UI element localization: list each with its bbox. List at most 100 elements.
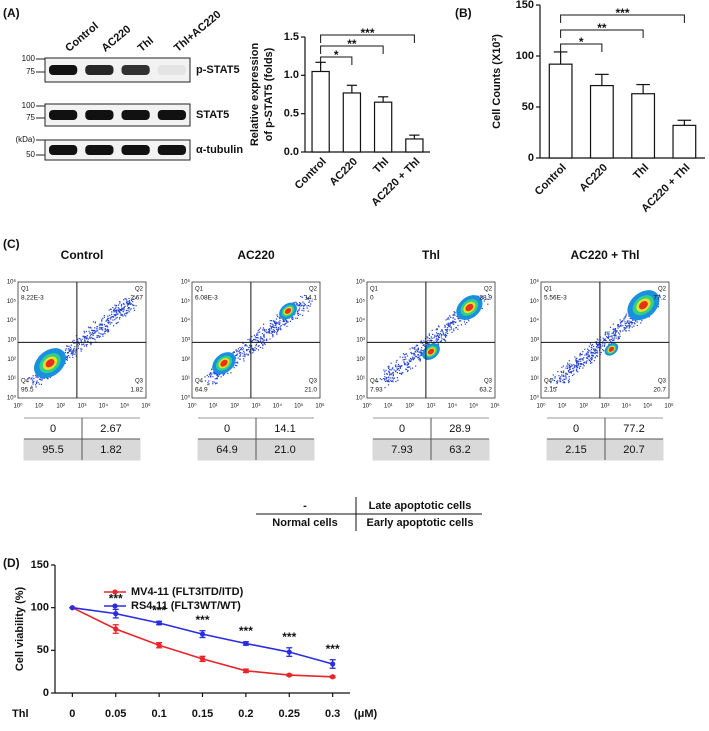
event [569, 368, 571, 371]
blot-frame [44, 139, 191, 161]
event [568, 380, 570, 383]
event [399, 367, 402, 369]
event [66, 345, 69, 347]
event [239, 358, 241, 360]
event [406, 355, 409, 357]
event [104, 328, 106, 330]
event [83, 345, 85, 347]
event [411, 352, 413, 354]
event [615, 330, 618, 332]
table-value: 63.2 [449, 444, 470, 456]
event [391, 373, 393, 375]
table-cell [256, 418, 314, 439]
quadrant-value: 8.22E-3 [21, 295, 44, 302]
event [68, 350, 70, 352]
event [447, 324, 449, 326]
event [436, 328, 438, 331]
event [303, 302, 305, 304]
event [276, 315, 279, 318]
event [101, 320, 103, 322]
event [31, 377, 33, 379]
y-tick-label: 10⁰ [181, 395, 191, 402]
event [580, 363, 582, 366]
event [454, 312, 456, 314]
event [80, 348, 82, 350]
event [463, 321, 466, 323]
event [284, 323, 286, 325]
event [562, 375, 564, 377]
event [614, 330, 617, 332]
event [575, 364, 577, 367]
event [262, 347, 264, 349]
event [579, 352, 581, 354]
event [115, 311, 117, 313]
event [442, 332, 445, 334]
event [118, 311, 121, 313]
event [70, 348, 72, 350]
event [213, 381, 215, 383]
event [86, 334, 88, 337]
event [404, 363, 406, 365]
event [407, 370, 409, 372]
event [396, 377, 399, 379]
event [256, 333, 258, 335]
event [75, 355, 77, 357]
event [433, 337, 435, 339]
event [619, 331, 622, 333]
event [210, 372, 212, 374]
x-tick-label: 10² [230, 404, 239, 410]
event [582, 351, 584, 353]
event [133, 304, 135, 307]
event [384, 371, 386, 373]
event [483, 300, 485, 302]
event [259, 346, 262, 349]
event [126, 301, 128, 304]
blot-band [49, 145, 78, 155]
quadrant-value: 63.2 [479, 387, 492, 394]
y-tick-label: 10³ [356, 338, 365, 344]
event [274, 331, 276, 333]
event [609, 338, 611, 341]
y-tick-label: 10² [530, 357, 539, 363]
blot-band [157, 145, 186, 155]
event [295, 302, 297, 304]
event [258, 328, 260, 331]
lane-label: Control [63, 20, 101, 54]
event [262, 344, 264, 347]
event [633, 325, 635, 327]
event [275, 326, 278, 328]
event [284, 319, 286, 321]
event [305, 296, 308, 299]
event [442, 334, 444, 336]
event [273, 331, 275, 333]
event [617, 325, 619, 327]
event [576, 363, 578, 365]
significance-bracket [560, 43, 603, 52]
event [283, 324, 286, 326]
quadrant-name: Q1 [21, 287, 30, 293]
event [291, 318, 293, 321]
event [309, 300, 311, 302]
y-tick-label: 10¹ [356, 376, 365, 382]
y-tick-label: 150 [516, 0, 534, 11]
event [73, 353, 75, 355]
event [403, 361, 405, 363]
event [573, 364, 575, 366]
event [125, 298, 127, 300]
event [417, 347, 419, 349]
point [286, 649, 292, 655]
event [72, 340, 74, 342]
event [396, 372, 399, 374]
event [214, 372, 216, 375]
event [127, 301, 129, 303]
event [272, 336, 274, 338]
event [73, 339, 75, 341]
event [207, 384, 209, 386]
event [125, 309, 128, 312]
event [402, 353, 405, 355]
flow-density [204, 294, 313, 386]
event [562, 379, 564, 381]
y-axis-title: Relative expression [249, 43, 261, 147]
event [458, 320, 461, 322]
event [103, 331, 106, 333]
